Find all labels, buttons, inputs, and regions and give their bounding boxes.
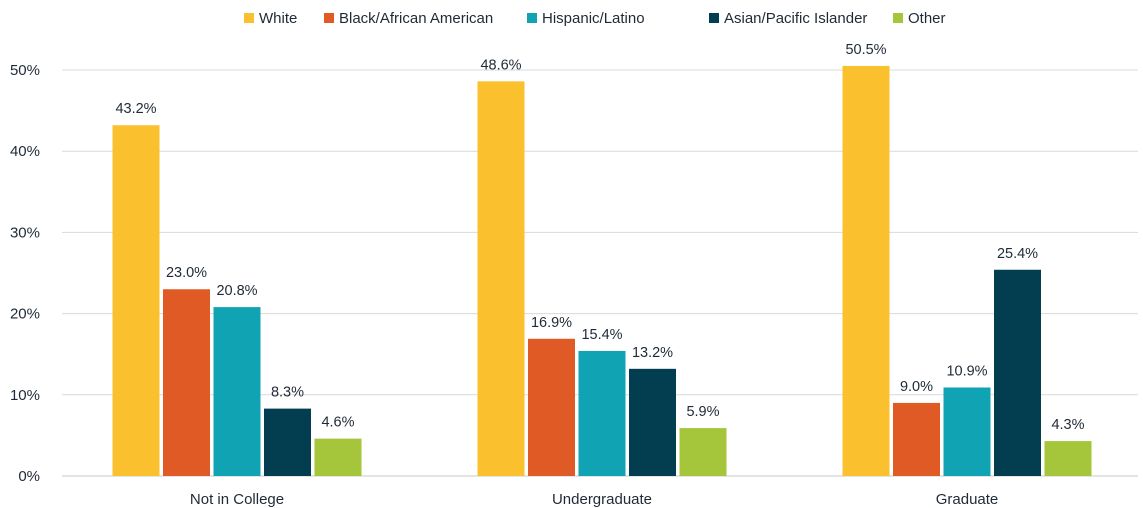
bar-asian-pacific-islander-undergraduate	[629, 368, 676, 476]
data-label-other-undergraduate: 5.9%	[686, 404, 719, 420]
bar-hispanic-latino-undergraduate	[578, 350, 626, 476]
data-label-white-graduate: 50.5%	[845, 42, 886, 58]
y-tick-label: 30%	[10, 224, 40, 241]
legend-label: White	[259, 10, 297, 27]
bar-white-not-in-college	[112, 125, 160, 476]
legend-label: Asian/Pacific Islander	[724, 10, 867, 27]
data-label-asian-pacific-islander-undergraduate: 13.2%	[632, 345, 673, 361]
y-tick-label: 10%	[10, 387, 40, 404]
data-labels: 43.2% 48.6% 50.5% 23.0% 16.9% 9.0% 20.8% 15.4% 1…	[115, 42, 1084, 433]
legend-item-asian-pacific-islander: Asian/Pacific Islander	[709, 10, 867, 27]
bar-black-african-american-not-in-college	[163, 289, 210, 476]
y-tick-label: 50%	[10, 62, 40, 79]
data-label-hispanic-latino-graduate: 10.9%	[946, 363, 987, 379]
data-label-other-not-in-college: 4.6%	[321, 415, 354, 431]
bar-other-graduate	[1044, 441, 1092, 476]
legend-swatch	[324, 13, 334, 23]
bar-series	[112, 65, 1092, 477]
data-label-white-not-in-college: 43.2%	[115, 101, 156, 117]
data-label-other-graduate: 4.3%	[1051, 417, 1084, 433]
legend-swatch	[709, 13, 719, 23]
legend-label: Hispanic/Latino	[542, 10, 645, 27]
chart-legend: White Black/African American Hispanic/Lati…	[244, 10, 946, 27]
x-category-label-graduate: Graduate	[936, 491, 999, 508]
legend-label: Other	[908, 10, 946, 27]
x-category-label-undergraduate: Undergraduate	[552, 491, 652, 508]
bar-other-undergraduate	[679, 428, 727, 476]
data-label-black-african-american-undergraduate: 16.9%	[531, 315, 572, 331]
y-axis-ticks: 0% 10% 20% 30% 40% 50%	[10, 62, 40, 485]
bar-white-graduate	[842, 65, 890, 476]
data-label-hispanic-latino-undergraduate: 15.4%	[581, 327, 622, 343]
legend-item-other: Other	[893, 10, 946, 27]
legend-item-hispanic-latino: Hispanic/Latino	[527, 10, 645, 27]
x-axis-categories: Not in College Undergraduate Graduate	[190, 491, 998, 508]
bar-black-african-american-undergraduate	[528, 338, 575, 476]
legend-item-black-african-american: Black/African American	[324, 10, 493, 27]
legend-swatch	[527, 13, 537, 23]
legend-swatch	[244, 13, 254, 23]
bar-other-not-in-college	[314, 438, 362, 476]
data-label-black-african-american-graduate: 9.0%	[900, 379, 933, 395]
legend-swatch	[893, 13, 903, 23]
data-label-asian-pacific-islander-not-in-college: 8.3%	[271, 385, 304, 401]
data-label-black-african-american-not-in-college: 23.0%	[166, 265, 207, 281]
x-category-label-not-in-college: Not in College	[190, 491, 284, 508]
bar-white-undergraduate	[477, 81, 525, 477]
y-tick-label: 40%	[10, 143, 40, 160]
y-tick-label: 20%	[10, 306, 40, 323]
legend-label: Black/African American	[339, 10, 493, 27]
bar-asian-pacific-islander-not-in-college	[264, 408, 311, 476]
bar-asian-pacific-islander-graduate	[994, 269, 1041, 476]
data-label-white-undergraduate: 48.6%	[480, 57, 521, 73]
data-label-hispanic-latino-not-in-college: 20.8%	[216, 283, 257, 299]
legend-item-white: White	[244, 10, 297, 27]
data-label-asian-pacific-islander-graduate: 25.4%	[997, 246, 1038, 262]
bar-hispanic-latino-graduate	[943, 387, 991, 476]
bar-black-african-american-graduate	[893, 402, 940, 476]
bar-hispanic-latino-not-in-college	[213, 307, 261, 476]
y-tick-label: 0%	[18, 468, 40, 485]
